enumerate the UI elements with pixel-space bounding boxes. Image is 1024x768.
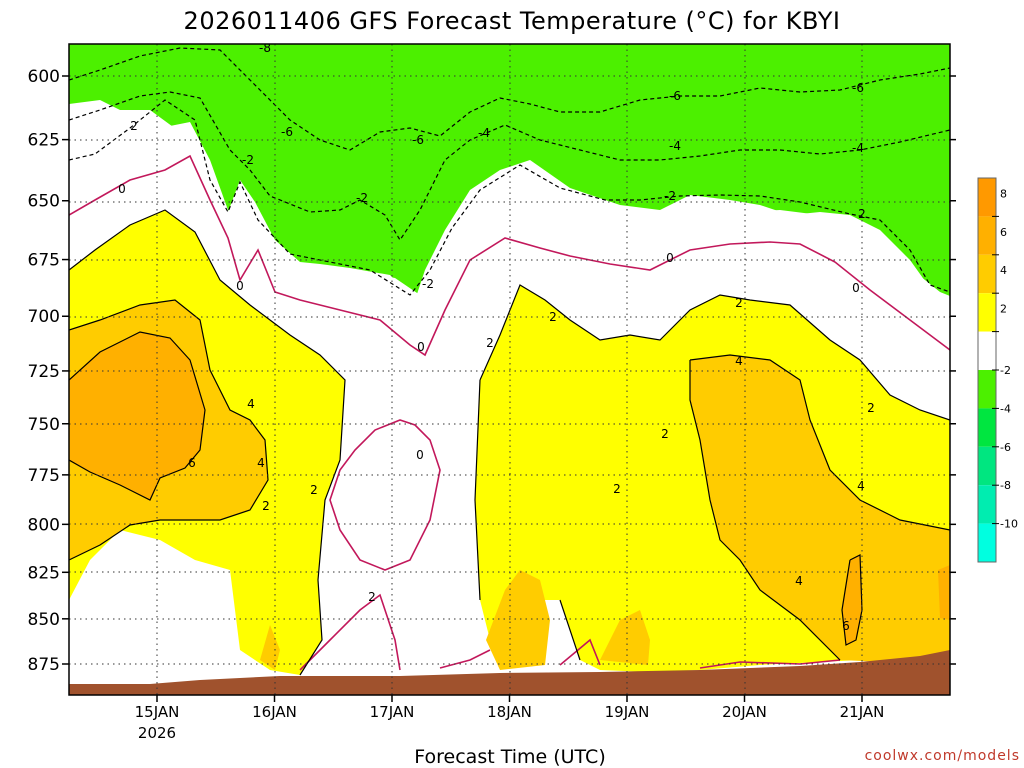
contour-label: -4: [478, 126, 490, 140]
contour-label: 2: [735, 296, 743, 310]
contour-label: -2: [664, 189, 676, 203]
y-tick-label: 600: [28, 67, 60, 87]
contour-label: 4: [795, 574, 803, 588]
contour-label: 2: [613, 482, 621, 496]
contour-label: 2: [130, 119, 138, 133]
x-axis-label: Forecast Time (UTC): [414, 746, 605, 768]
colorbar-band: [978, 331, 996, 370]
colorbar-band: [978, 370, 996, 409]
contour-label: 4: [857, 479, 865, 493]
terrain: [69, 650, 950, 695]
contour-label: 0: [666, 251, 674, 265]
x-tick-label: 17JAN: [370, 703, 415, 721]
contour-minus-4: [69, 91, 950, 242]
contour-label: 2: [310, 483, 318, 497]
colorbar-band: [978, 485, 996, 524]
contour-label: 2: [661, 427, 669, 441]
y-tick-label: 725: [28, 362, 60, 382]
x-axis: 15JAN 16JAN 17JAN 18JAN 19JAN 20JAN 21JAN: [135, 695, 885, 721]
contour-minus-6: [69, 47, 950, 151]
contour-2: [69, 209, 950, 676]
contour-label: -2: [356, 191, 368, 205]
contour-label: -2: [422, 277, 434, 291]
x-tick-label: 19JAN: [605, 703, 650, 721]
y-tick-label: 850: [28, 610, 60, 630]
contour-6: [69, 331, 863, 646]
contour-label: -6: [281, 125, 293, 139]
contour-label: 0: [417, 340, 425, 354]
colorbar-band: [978, 254, 996, 294]
contour-label: 4: [247, 397, 255, 411]
y-tick-label: 675: [28, 251, 60, 271]
contour-label: 4: [257, 456, 265, 470]
y-tick-label: 775: [28, 466, 60, 486]
contour-4: [69, 299, 950, 661]
shade-4-to-6: [69, 300, 950, 670]
contour-label: -4: [852, 141, 864, 155]
y-tick-label: 650: [28, 192, 60, 212]
contour-label: 2: [867, 401, 875, 415]
contour-label: 4: [735, 354, 743, 368]
plot-area: -8 -6 -6 -6 -6 -4 -4 -4 -2 -2 -2 -2 2 0 …: [69, 41, 950, 695]
contour-label: 2: [262, 499, 270, 513]
contour-zero-surface: [299, 593, 841, 671]
contour-label: 0: [118, 182, 126, 196]
contour-label: -6: [669, 89, 681, 103]
contour-label: 0: [236, 279, 244, 293]
contour-label: 2: [549, 310, 557, 324]
colorbar-tick-label: -2: [1000, 364, 1011, 377]
colorbar-tick-label: -6: [1000, 441, 1011, 454]
colorbar-band: [978, 293, 996, 332]
shade-2-to-4: [69, 210, 950, 675]
colorbar-band: [978, 178, 996, 217]
contour-zero: [69, 154, 950, 357]
contour-label: 0: [852, 281, 860, 295]
colorbar: 8 6 4 2 -2 -4 -6 -8 -10: [977, 177, 1018, 563]
colorbar-tick-label: 2: [1000, 303, 1007, 316]
colorbar-band: [978, 523, 996, 562]
colorbar-band: [978, 446, 996, 486]
contour-zero-lower-pocket: [329, 419, 441, 571]
contour-label: -4: [669, 139, 681, 153]
x-tick-label: 21JAN: [840, 703, 885, 721]
x-tick-label: 16JAN: [252, 703, 297, 721]
contour-minus-2: [69, 99, 950, 296]
colorbar-tick-label: 6: [1000, 226, 1007, 239]
y-tick-label: 700: [28, 307, 60, 327]
chart-title: 2026011406 GFS Forecast Temperature (°C)…: [184, 7, 841, 35]
x-tick-label: 20JAN: [722, 703, 767, 721]
y-tick-label: 750: [28, 415, 60, 435]
y-tick-label: 825: [28, 563, 60, 583]
contour-label: -2: [242, 153, 254, 167]
contour-label: -6: [852, 81, 864, 95]
contour-label: 2: [486, 336, 494, 350]
colorbar-tick-label: -8: [1000, 479, 1011, 492]
contour-label: 2: [858, 207, 866, 221]
contour-label: -6: [412, 133, 424, 147]
y-tick-label: 875: [28, 655, 60, 675]
y-tick-label: 625: [28, 131, 60, 151]
contour-label: 0: [416, 448, 424, 462]
colorbar-tick-label: 4: [1000, 264, 1007, 277]
contour-label: 6: [188, 456, 196, 470]
x-year-label: 2026: [138, 724, 176, 742]
colorbar-band: [978, 216, 996, 255]
colorbar-tick-label: -10: [1000, 518, 1018, 531]
colorbar-tick-label: 8: [1000, 187, 1007, 200]
credit: coolwx.com/models: [865, 748, 1020, 764]
contour-label: 6: [842, 619, 850, 633]
colorbar-tick-label: -4: [1000, 402, 1011, 415]
y-tick-label: 800: [28, 515, 60, 535]
contour-label: 2: [368, 590, 376, 604]
x-tick-label: 15JAN: [135, 703, 180, 721]
contour-label: -8: [259, 41, 271, 55]
shade-minus-4-to-minus-2: [69, 44, 950, 300]
x-tick-label: 18JAN: [487, 703, 532, 721]
colorbar-band: [978, 408, 996, 447]
